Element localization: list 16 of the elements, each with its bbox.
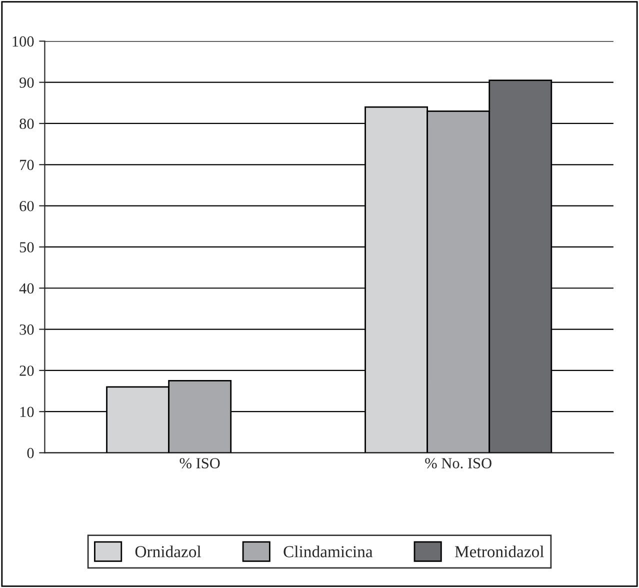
- y-tick-label: 60: [20, 200, 34, 212]
- legend-label: Ornidazol: [135, 546, 202, 558]
- legend-label: Clindamicina: [284, 546, 373, 558]
- legend-label: Metronidazol: [454, 546, 544, 558]
- y-tick-label: 0: [27, 448, 34, 458]
- y-tick-label: 80: [20, 118, 34, 129]
- y-tick-label: 10: [20, 406, 34, 418]
- x-tick-label: % ISO: [180, 458, 220, 468]
- y-tick-label: 100: [12, 36, 34, 47]
- x-tick-label: % No. ISO: [425, 458, 492, 468]
- y-tick-label: 40: [19, 283, 34, 294]
- y-tick-label: 90: [20, 77, 34, 88]
- y-tick-label: 70: [20, 160, 34, 170]
- y-tick-label: 50: [20, 242, 34, 252]
- y-tick-label: 30: [20, 324, 34, 335]
- y-tick-label: 20: [20, 366, 34, 376]
